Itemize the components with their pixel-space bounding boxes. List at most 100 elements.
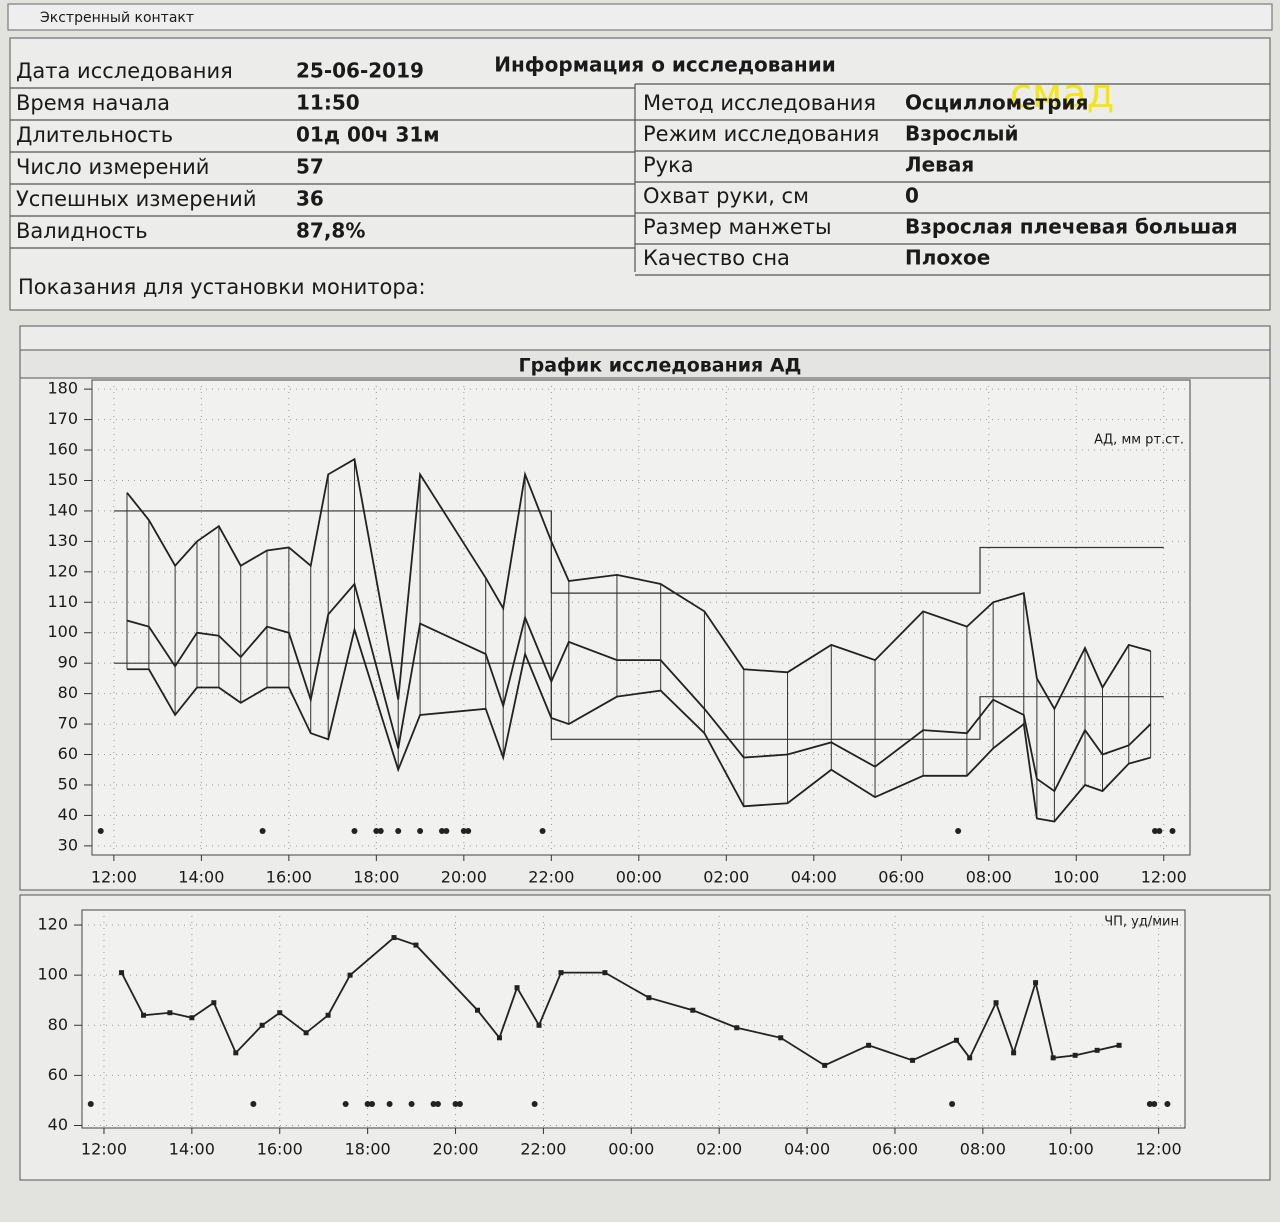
event-marker: [395, 828, 402, 834]
point: [1050, 1055, 1056, 1061]
header: Экстренный контакт: [40, 10, 194, 26]
x-tick-label: 22:00: [528, 868, 574, 887]
y-axis-label: ЧП, уд/мин: [1104, 915, 1179, 930]
event-marker: [373, 828, 380, 834]
series-line: [126, 457, 1151, 711]
x-tick-label: 16:00: [257, 1140, 303, 1159]
y-tick-label: 160: [47, 440, 78, 459]
x-tick-label: 14:00: [178, 868, 224, 887]
event-marker: [434, 1101, 441, 1107]
y-tick-label: 180: [47, 379, 78, 398]
point: [822, 1062, 828, 1068]
point: [602, 970, 608, 976]
y-tick-label: 90: [58, 653, 78, 672]
x-tick-label: 18:00: [345, 1140, 391, 1159]
y-tick-label: 120: [47, 561, 78, 580]
y-tick-label: 60: [48, 1065, 68, 1084]
event-marker: [250, 1101, 257, 1107]
point: [119, 970, 125, 976]
event-marker: [1151, 1101, 1158, 1107]
event-marker: [364, 1101, 371, 1107]
point: [1033, 980, 1039, 986]
info-label: Дата исследования: [16, 59, 233, 83]
plot-area: [91, 379, 1191, 856]
point: [211, 1000, 217, 1006]
event-marker: [1169, 828, 1176, 834]
point: [953, 1037, 959, 1043]
y-tick-label: 50: [58, 774, 78, 793]
event-marker: [97, 828, 104, 834]
event-marker: [1156, 828, 1163, 834]
limit-line: [113, 662, 1164, 740]
info-value: Взрослый: [905, 122, 1019, 146]
y-tick-label: 80: [48, 1015, 68, 1034]
info-label: Размер манжеты: [643, 215, 832, 239]
point: [866, 1042, 872, 1048]
point: [690, 1007, 696, 1013]
event-marker: [452, 1101, 459, 1107]
info-label: Время начала: [16, 91, 170, 115]
point: [734, 1025, 740, 1031]
info-label: Длительность: [16, 123, 173, 147]
point: [993, 1000, 999, 1006]
info-label: Рука: [643, 153, 694, 177]
point: [1116, 1042, 1122, 1048]
event-marker: [259, 828, 266, 834]
y-tick-label: 60: [58, 744, 78, 763]
x-tick-label: 02:00: [696, 1140, 742, 1159]
event-marker: [955, 828, 962, 834]
info-label: Число измерений: [16, 155, 209, 179]
x-tick-label: 04:00: [784, 1140, 830, 1159]
point: [391, 935, 397, 941]
event-marker: [438, 828, 445, 834]
point: [347, 972, 353, 978]
point: [514, 985, 520, 991]
note: Показания для установки монитора:: [18, 275, 426, 299]
point: [277, 1010, 283, 1016]
y-tick-label: 40: [48, 1115, 68, 1134]
info-value: 57: [296, 155, 324, 179]
y-tick-label: 130: [47, 531, 78, 550]
series-line: [126, 626, 1151, 823]
x-tick-label: 00:00: [616, 868, 662, 887]
event-marker: [443, 828, 450, 834]
info-label: Валидность: [16, 219, 148, 243]
event-marker: [460, 828, 467, 834]
point: [259, 1022, 265, 1028]
plot-area: [81, 909, 1186, 1129]
y-axis-label: АД, мм рт.ст.: [1094, 433, 1184, 448]
x-tick-label: 08:00: [960, 1140, 1006, 1159]
header-bar: [7, 3, 1273, 31]
info-label: Метод исследования: [643, 91, 876, 115]
event-marker: [417, 828, 424, 834]
event-marker: [539, 828, 546, 834]
point: [646, 995, 652, 1001]
x-tick-label: 12:00: [91, 868, 137, 887]
info-value: 11:50: [296, 91, 360, 115]
point: [1094, 1047, 1100, 1053]
event-marker: [430, 1101, 437, 1107]
x-tick-label: 00:00: [608, 1140, 654, 1159]
point: [413, 942, 419, 948]
y-tick-label: 100: [37, 965, 68, 984]
y-tick-label: 110: [47, 592, 78, 611]
y-tick-label: 170: [47, 409, 78, 428]
event-marker: [342, 1101, 349, 1107]
x-tick-label: 12:00: [1136, 1140, 1182, 1159]
x-tick-label: 16:00: [266, 868, 312, 887]
point: [189, 1015, 195, 1021]
info-value: Плохое: [905, 246, 990, 270]
info-value: 01д 00ч 31м: [296, 123, 440, 147]
point: [141, 1012, 147, 1018]
event-marker: [369, 1101, 376, 1107]
x-tick-label: 02:00: [703, 868, 749, 887]
event-marker: [456, 1101, 463, 1107]
event-marker: [386, 1101, 393, 1107]
info-label: Охват руки, см: [643, 184, 809, 208]
info-title: Информация о исследовании: [494, 53, 835, 77]
info-value: 87,8%: [296, 219, 365, 243]
x-tick-label: 14:00: [169, 1140, 215, 1159]
x-tick-label: 22:00: [520, 1140, 566, 1159]
